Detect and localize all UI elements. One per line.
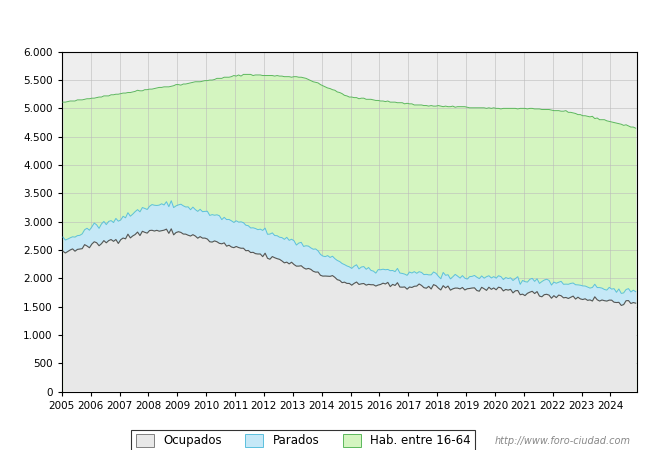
Legend: Ocupados, Parados, Hab. entre 16-64: Ocupados, Parados, Hab. entre 16-64 [131, 430, 475, 450]
Text: http://www.foro-ciudad.com: http://www.foro-ciudad.com [495, 436, 630, 446]
Text: Andorra - Evolucion de la poblacion en edad de Trabajar Noviembre de 2024: Andorra - Evolucion de la poblacion en e… [70, 17, 580, 30]
